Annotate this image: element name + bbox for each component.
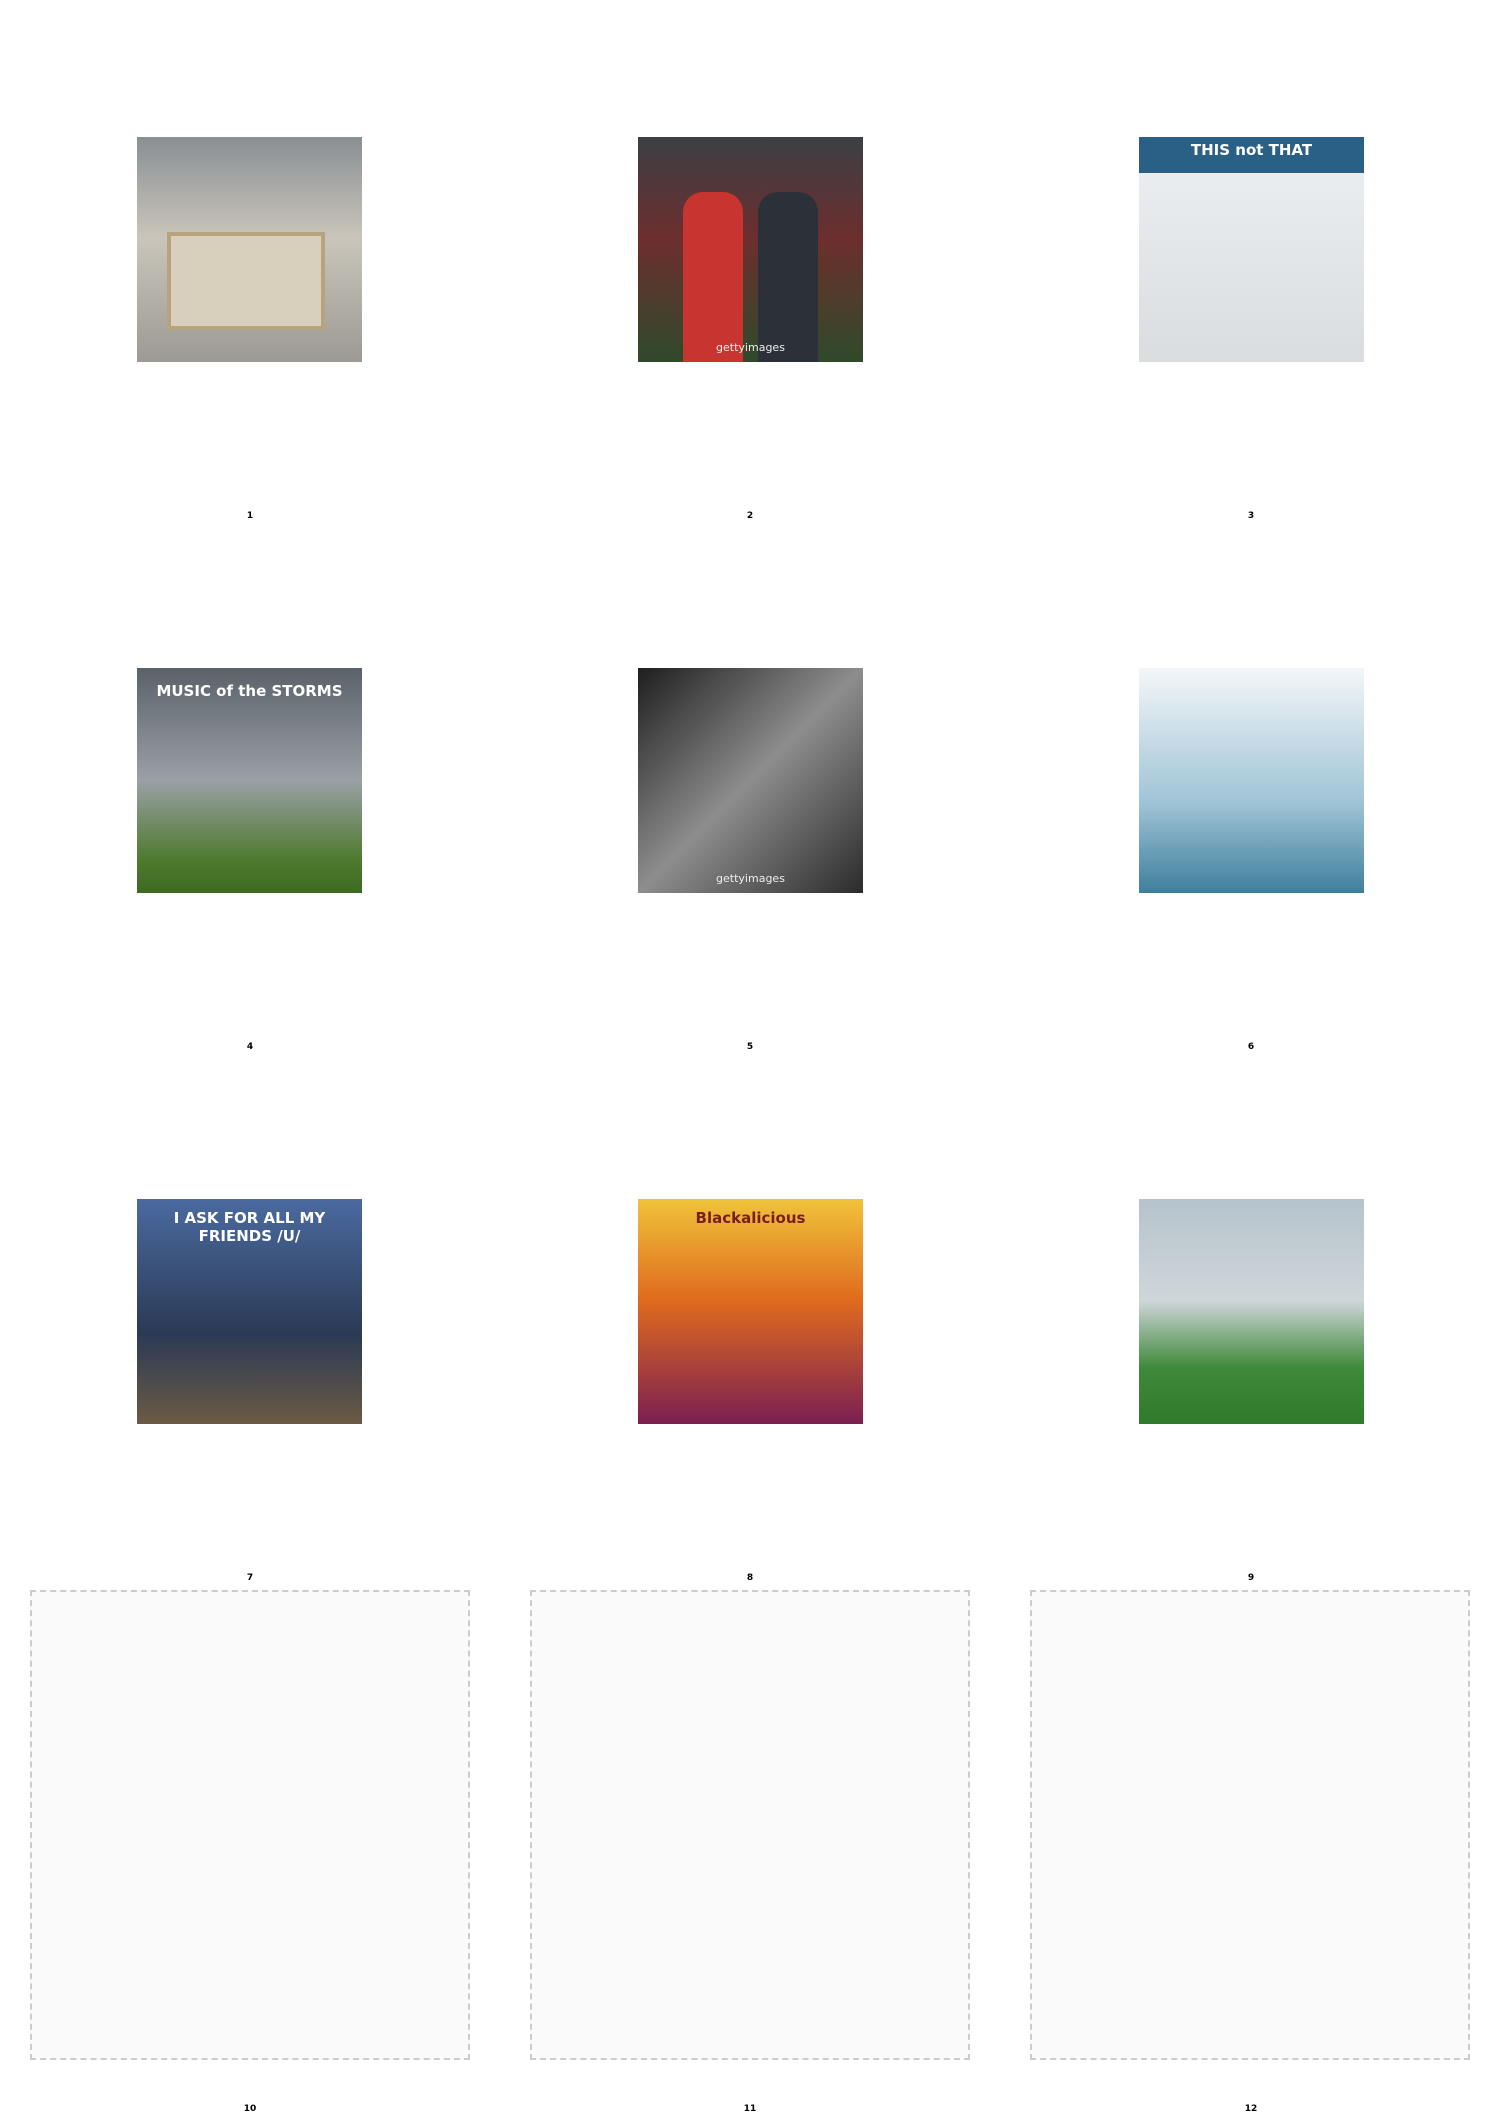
person-shape	[758, 192, 818, 362]
tile-label-7: 7	[246, 1573, 254, 1583]
tile-label-1: 1	[246, 511, 254, 521]
tile-label-5: 5	[746, 1042, 754, 1052]
tile-label-3: 3	[1247, 511, 1255, 521]
image-tile-6	[1139, 668, 1364, 893]
image-tile-5: gettyimages	[638, 668, 863, 893]
omitted-panel-11	[530, 1590, 970, 2060]
tile-label-10: 10	[243, 2104, 257, 2114]
tile-caption: THIS not THAT	[1190, 141, 1313, 159]
tile-label-11: 11	[743, 2104, 757, 2114]
tile-label-12: 12	[1244, 2104, 1258, 2114]
image-tile-4: MUSIC of the STORMS	[137, 668, 362, 893]
omitted-panel-10	[30, 1590, 470, 2060]
tile-label-4: 4	[246, 1042, 254, 1052]
tile-label-8: 8	[746, 1573, 754, 1583]
tile-caption: gettyimages	[716, 341, 785, 354]
tile-label-2: 2	[746, 511, 754, 521]
image-tile-9	[1139, 1199, 1364, 1424]
image-tile-2: gettyimages	[638, 137, 863, 362]
image-tile-7: I ASK FOR ALL MY FRIENDS /U/	[137, 1199, 362, 1424]
tile-label-9: 9	[1247, 1573, 1255, 1583]
tile-label-6: 6	[1247, 1042, 1255, 1052]
tile-caption: gettyimages	[716, 872, 785, 885]
image-tile-8: Blackalicious	[638, 1199, 863, 1424]
image-tile-1	[137, 137, 362, 362]
tile-caption: Blackalicious	[695, 1209, 806, 1227]
bed-shape	[167, 232, 325, 330]
tile-caption: I ASK FOR ALL MY FRIENDS /U/	[173, 1209, 326, 1245]
image-tile-3: THIS not THAT	[1139, 137, 1364, 362]
tile-caption: MUSIC of the STORMS	[156, 682, 343, 700]
omitted-panel-12	[1030, 1590, 1470, 2060]
person-shape	[683, 192, 743, 362]
